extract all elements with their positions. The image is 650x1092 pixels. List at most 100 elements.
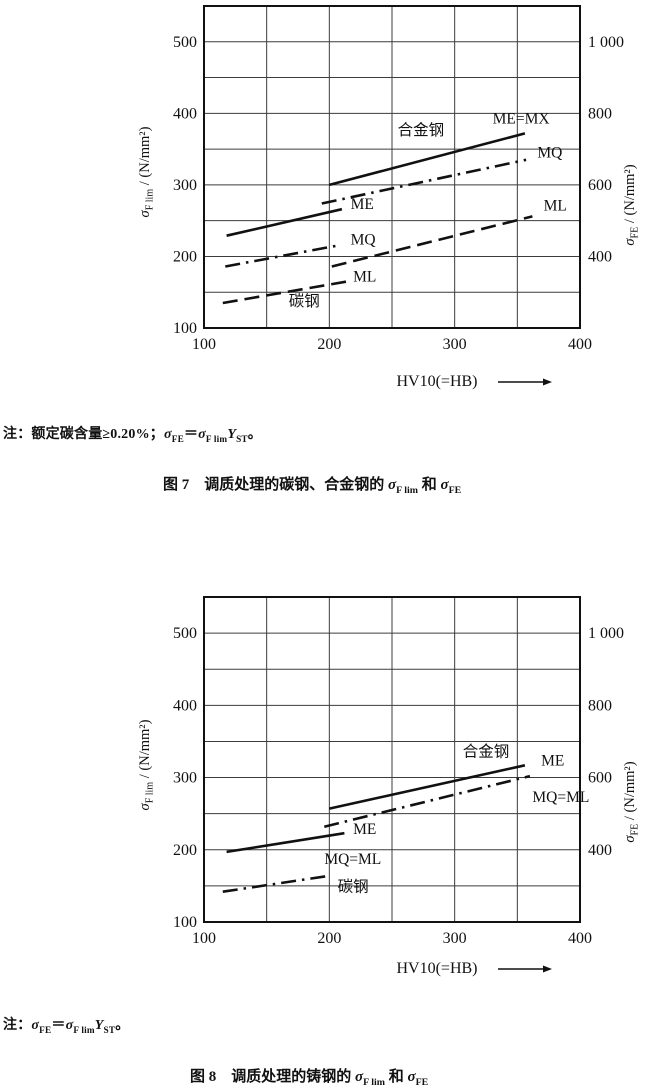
curve-label: ME=MX <box>493 110 550 127</box>
tick-labels: 100 200 300 400 100 200 300 400 500 1 000 800 600 40… <box>173 34 624 353</box>
subscript-text: ST <box>103 1024 116 1035</box>
subscript-text: FE <box>171 433 184 444</box>
x-tick-label: 200 <box>317 336 341 353</box>
y-tick-label-right: 800 <box>588 105 612 122</box>
subscript-text: F lim <box>73 1024 95 1035</box>
text-run: ＝ <box>183 427 199 442</box>
text-run: ＝ <box>51 1018 66 1033</box>
curve-label: ME <box>353 821 376 838</box>
y-tick-label-left: 200 <box>173 248 197 265</box>
text-run: 。 <box>247 427 262 442</box>
text-run: σ <box>407 1069 416 1085</box>
y-tick-label-right: 600 <box>588 770 612 787</box>
series-合金钢-MQ=ML <box>323 774 531 828</box>
y-tick-label-right: 400 <box>588 248 612 265</box>
x-tick-label: 200 <box>317 930 341 947</box>
y-axis-title-left: σF lim / (N/mm²) <box>137 719 156 810</box>
fig8-note: 注：σFE＝σF limYST。 <box>3 1014 129 1034</box>
text-run: σ <box>440 477 449 493</box>
series-合金钢-MQ <box>321 158 527 205</box>
y-tick-label-left: 200 <box>173 842 197 859</box>
data-series <box>222 764 531 893</box>
fig8-caption: 图 8 调质处理的铸钢的 σF lim 和 σFE <box>190 1065 429 1088</box>
y-tick-label-right: 800 <box>588 697 612 714</box>
subscript-text: F lim <box>396 485 418 496</box>
fig7-line-chart: 合金钢 ME=MX MQ ML ME MQ ML 碳钢 100 200 300 400 100 200 30… <box>137 5 641 390</box>
fig7-note: 注：额定碳含量≥0.20%；σFE＝σF limYST。 <box>3 423 262 443</box>
y-tick-label-left: 500 <box>173 34 197 51</box>
series-碳钢-ME <box>226 207 343 237</box>
text-run: 注： <box>3 1018 32 1033</box>
y-tick-label-left: 400 <box>173 105 197 122</box>
series-合金钢-ML <box>331 215 533 268</box>
text-run: σ <box>65 1018 74 1033</box>
text-run: 图 8 调质处理的铸钢的 <box>190 1069 356 1085</box>
x-axis-arrow-head <box>543 965 552 973</box>
gridlines <box>204 597 580 922</box>
x-axis-title: HV10(=HB) <box>396 960 477 977</box>
text-run: 和 <box>417 477 441 493</box>
curve-labels: 合金钢 ME=MX MQ ML ME MQ ML 碳钢 <box>289 110 567 309</box>
y-tick-label-right: 400 <box>588 842 612 859</box>
y-tick-label-right: 600 <box>588 177 612 194</box>
x-tick-label: 300 <box>443 336 467 353</box>
y-tick-label-left: 500 <box>173 625 197 642</box>
y-tick-label-left: 400 <box>173 697 197 714</box>
curve-label: ME <box>351 196 374 213</box>
text-run: 注：额定碳含量≥0.20%； <box>3 427 164 442</box>
tick-labels: 100 200 300 400 100 200 300 400 500 1 000 800 600 40… <box>173 625 624 947</box>
curve-label: 碳钢 <box>338 878 369 896</box>
text-run: σ <box>31 1018 40 1033</box>
y-tick-label-left: 300 <box>173 177 197 194</box>
text-run: σ <box>388 477 397 493</box>
subscript-text: FE <box>415 1077 429 1088</box>
subscript-text: ST <box>236 433 248 444</box>
y-tick-label-right: 1 000 <box>588 625 624 642</box>
y-axis-title-right: σFE / (N/mm²) <box>622 761 641 842</box>
text-run: 和 <box>384 1069 408 1085</box>
plot-frame <box>203 596 581 923</box>
curve-label: ML <box>544 198 567 215</box>
x-axis-title: HV10(=HB) <box>396 373 477 390</box>
series-碳钢-ME <box>226 831 345 854</box>
x-tick-label: 400 <box>568 930 592 947</box>
fig8-line-chart: 合金钢 ME MQ=ML ME MQ=ML 碳钢 100 200 300 400 100 200 300… <box>137 596 641 977</box>
curve-label: 碳钢 <box>289 292 320 310</box>
x-tick-label: 300 <box>443 930 467 947</box>
series-碳钢-MQ <box>225 243 341 268</box>
curve-label: ME <box>541 752 564 769</box>
series-合金钢-ME <box>329 764 526 810</box>
series-合金钢-ME=MX <box>328 132 526 187</box>
y-tick-label-left: 100 <box>173 914 197 931</box>
curve-label: 合金钢 <box>463 743 510 761</box>
text-run: Y <box>227 427 237 442</box>
y-tick-label-left: 300 <box>173 770 197 787</box>
data-series <box>222 132 533 305</box>
text-run: Y <box>94 1018 104 1033</box>
curve-label: MQ=ML <box>532 789 589 806</box>
curve-label: MQ <box>351 231 376 248</box>
subscript-text: F lim <box>363 1077 385 1088</box>
y-axis-title-left: σF lim / (N/mm²) <box>137 126 156 217</box>
text-run: σ <box>198 427 206 442</box>
x-tick-label: 400 <box>568 336 592 353</box>
subscript-text: FE <box>39 1024 52 1035</box>
y-tick-label-left: 100 <box>173 320 197 337</box>
fig7-caption: 图 7 调质处理的碳钢、合金钢的 σF lim 和 σFE <box>163 473 462 496</box>
subscript-text: F lim <box>205 433 228 444</box>
text-run: 图 7 调质处理的碳钢、合金钢的 <box>163 477 389 493</box>
y-tick-label-right: 1 000 <box>588 34 624 51</box>
text-run: 。 <box>115 1018 130 1033</box>
text-run: σ <box>163 427 172 442</box>
x-tick-label: 100 <box>192 336 216 353</box>
curve-label: MQ=ML <box>324 851 381 868</box>
series-碳钢-MQ=ML <box>222 874 330 893</box>
gridlines <box>204 6 580 328</box>
x-axis-arrow-head <box>543 378 552 386</box>
text-run: σ <box>355 1069 364 1085</box>
subscript-text: FE <box>448 485 462 496</box>
x-tick-label: 100 <box>192 930 216 947</box>
curve-label: 合金钢 <box>398 121 445 139</box>
curve-label: MQ <box>537 145 562 162</box>
